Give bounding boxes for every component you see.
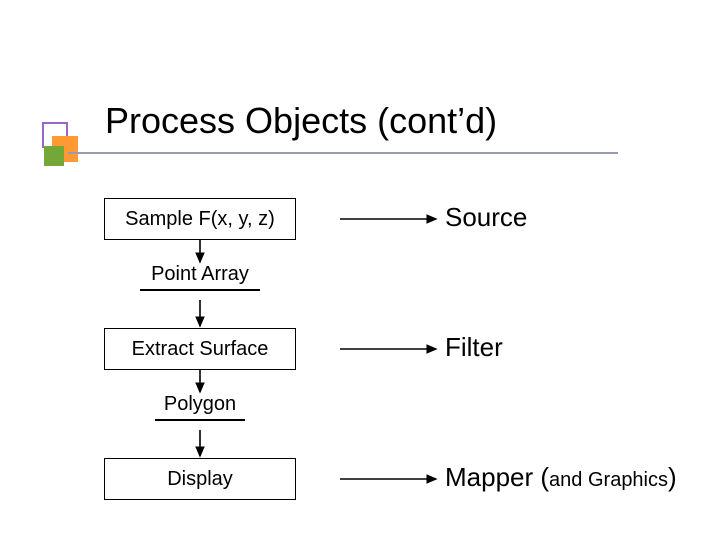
edge-underline-point-array — [140, 289, 260, 291]
node-display: Display — [104, 458, 296, 500]
node-extract-label: Extract Surface — [132, 338, 269, 361]
node-extract-surface: Extract Surface — [104, 328, 296, 370]
node-sample-label: Sample F(x, y, z) — [125, 208, 275, 231]
mapper-text-sub: and Graphics — [549, 469, 668, 491]
node-sample: Sample F(x, y, z) — [104, 198, 296, 240]
category-label-source: Source — [445, 202, 527, 233]
mapper-text-tail: ) — [668, 462, 677, 492]
category-label-filter: Filter — [445, 332, 503, 363]
edge-underline-polygon — [155, 419, 245, 421]
edge-label-point-array: Point Array — [140, 263, 260, 286]
title-underline — [68, 152, 618, 154]
mapper-text-main: Mapper ( — [445, 462, 549, 492]
edge-label-polygon: Polygon — [155, 393, 245, 416]
node-display-label: Display — [167, 468, 233, 491]
slide-title: Process Objects (cont’d) — [105, 100, 497, 142]
ornament-square-front — [44, 146, 64, 166]
category-label-mapper: Mapper (and Graphics) — [445, 462, 677, 493]
